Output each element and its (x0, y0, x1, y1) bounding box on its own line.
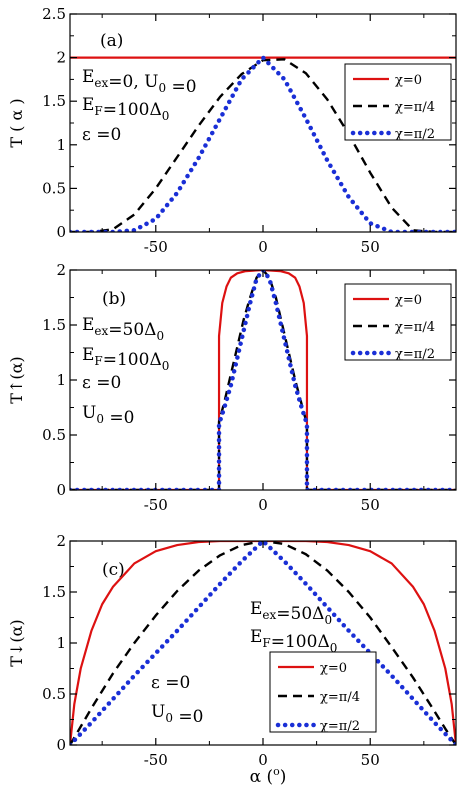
annotation-panel-c-3: U0 =0 (151, 702, 203, 727)
panel-b: 0 0.5 1 1.5 2 -50 0 50 T↑(α) (b) Eex=50Δ0EF=100Δ0ε… (7, 261, 457, 514)
annotation-panel-b-2: ε =0 (82, 373, 121, 393)
legend-label-panel-a-0: χ=0 (395, 73, 422, 88)
series-line-panel-a-2 (70, 55, 456, 232)
y-tick-label-panel-b: 0.5 (42, 426, 66, 444)
annotation-panel-b-1: EF=100Δ0 (82, 345, 169, 373)
x-tick-label-panel-c: -50 (144, 751, 168, 769)
y-tick-label-panel-a: 0 (56, 223, 66, 241)
annotation-panel-a-1: EF=100Δ0 (82, 95, 169, 123)
panel-label-panel-a: (a) (100, 31, 123, 51)
series-line-panel-c-0 (70, 541, 456, 745)
y-axis-title-panel-a: T ( α ) (7, 98, 26, 147)
y-tick-label-panel-a: 2 (56, 49, 66, 67)
x-tick-label-panel-b: -50 (144, 496, 168, 514)
x-tick-label-panel-c: 0 (258, 751, 268, 769)
y-axis-title-panel-b: T↑(α) (7, 356, 26, 403)
y-tick-label-panel-c: 2 (56, 532, 66, 550)
legend-box-panel-c (269, 651, 377, 733)
y-tick-label-panel-a: 1.5 (42, 92, 66, 110)
x-tick-label-panel-a: -50 (144, 238, 168, 256)
panel-label-panel-b: (b) (102, 289, 126, 309)
y-tick-label-panel-c: 1 (56, 634, 66, 652)
annotation-panel-a-2: ε =0 (82, 125, 121, 145)
x-tick-label-panel-b: 0 (258, 496, 268, 514)
y-tick-label-panel-a: 1 (56, 136, 66, 154)
x-tick-label-panel-c: 50 (361, 751, 380, 769)
y-tick-label-panel-b: 2 (56, 261, 66, 279)
annotation-panel-b-0: Eex=50Δ0 (82, 315, 164, 343)
y-tick-label-panel-b: 1.5 (42, 316, 66, 334)
legend-panel-c: χ=0 χ=π/4 χ=π/2 (269, 651, 377, 734)
legend-label-panel-a-2: χ=π/2 (395, 127, 435, 142)
legend-label-panel-c-2: χ=π/2 (320, 719, 360, 734)
panel-label-panel-c: (c) (102, 560, 125, 580)
y-tick-label-panel-c: 1.5 (42, 583, 66, 601)
legend-box-panel-a (344, 63, 452, 141)
annotation-panel-c-1: EF=100Δ0 (250, 627, 337, 655)
legend-label-panel-a-1: χ=π/4 (395, 100, 435, 115)
series-line-panel-b-0 (70, 270, 456, 490)
legend-box-panel-b (344, 283, 452, 361)
x-axis-title: α (o) (250, 765, 287, 787)
y-tick-label-panel-c: 0 (56, 736, 66, 754)
y-tick-label-panel-b: 0 (56, 481, 66, 499)
annotation-panel-c-2: ε =0 (151, 673, 190, 693)
y-axis-title-panel-c: T↓(α) (7, 619, 26, 666)
y-tick-label-panel-a: 0.5 (42, 179, 66, 197)
annotation-panel-c-0: Eex=50Δ0 (250, 599, 332, 627)
y-tick-label-panel-b: 1 (56, 371, 66, 389)
y-tick-label-panel-c: 0.5 (42, 685, 66, 703)
legend-label-panel-c-0: χ=0 (320, 661, 347, 676)
series-line-panel-c-1 (70, 541, 456, 745)
series-line-panel-c-2 (70, 541, 456, 745)
y-tick-label-panel-a: 2.5 (42, 5, 66, 23)
legend-label-panel-c-1: χ=π/4 (320, 690, 360, 705)
x-tick-label-panel-b: 50 (361, 496, 380, 514)
legend-label-panel-b-2: χ=π/2 (395, 347, 435, 362)
series-line-panel-b-2 (70, 270, 456, 490)
legend-panel-b: χ=0 χ=π/4 χ=π/2 (344, 283, 452, 362)
legend-panel-a: χ=0 χ=π/4 χ=π/2 (344, 63, 452, 142)
x-tick-label-panel-a: 0 (258, 238, 268, 256)
panel-a: 0 0.5 1 1.5 2 2.5 -50 0 50 T ( α ) (a) Eex=0, U0 =0… (7, 5, 457, 256)
legend-label-panel-b-0: χ=0 (395, 293, 422, 308)
annotation-panel-a-0: Eex=0, U0 =0 (82, 67, 197, 97)
legend-label-panel-b-1: χ=π/4 (395, 320, 435, 335)
x-tick-label-panel-a: 50 (361, 238, 380, 256)
annotation-panel-b-3: U0 =0 (82, 403, 134, 428)
